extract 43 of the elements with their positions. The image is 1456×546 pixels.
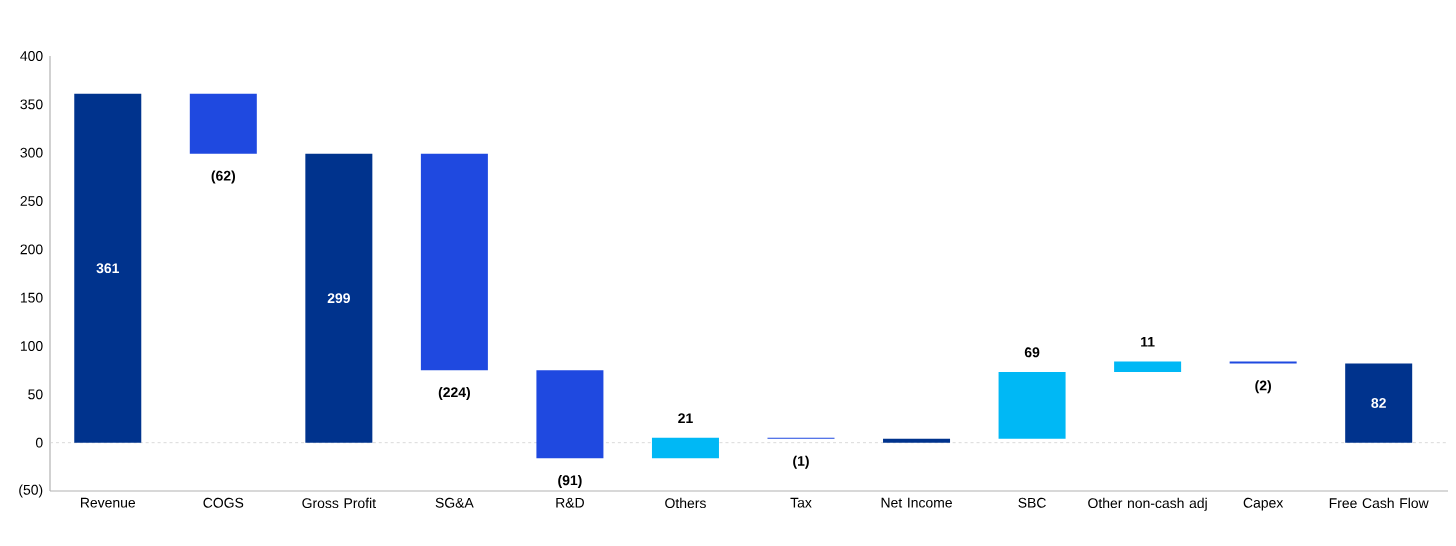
bar <box>189 93 257 154</box>
x-tick-label: Other non-cash adj <box>1088 497 1207 511</box>
data-label: (2) <box>1255 380 1271 394</box>
y-tick-label: 50 <box>28 389 43 400</box>
y-tick-label: 350 <box>20 99 43 110</box>
data-label: 361 <box>96 263 120 274</box>
x-tick-label: COGS <box>203 497 244 508</box>
bar <box>420 153 488 371</box>
x-tick-label: SBC <box>1018 497 1046 508</box>
data-label: 11 <box>1141 337 1155 347</box>
bar <box>536 370 604 459</box>
y-tick-label: 150 <box>20 292 43 303</box>
bar <box>883 438 951 443</box>
x-tick-label: Gross Profit <box>302 497 376 509</box>
data-label: 21 <box>678 413 693 423</box>
x-tick-label: Capex <box>1243 497 1284 511</box>
data-label: 299 <box>327 293 350 304</box>
bar <box>1114 361 1182 373</box>
data-label: (91) <box>558 474 582 488</box>
data-label: (224) <box>438 387 470 401</box>
x-tick-label: SG&A <box>435 497 474 508</box>
y-tick-label: 0 <box>35 437 43 448</box>
x-tick-label: R&D <box>556 497 584 508</box>
bar <box>651 437 719 459</box>
x-tick-label: Net Income <box>881 497 952 508</box>
y-tick-label: 300 <box>20 147 43 158</box>
y-tick-label: 400 <box>20 51 43 61</box>
y-tick-label: 250 <box>20 196 43 206</box>
bar <box>305 153 373 443</box>
x-tick-label: Revenue <box>80 497 136 508</box>
y-tick-label: 100 <box>20 341 43 351</box>
x-tick-label: Others <box>665 497 706 509</box>
x-tick-label: Free Cash Flow <box>1329 497 1429 509</box>
y-tick-label: (50) <box>19 484 43 498</box>
data-label: (62) <box>211 170 236 184</box>
bar <box>74 93 142 443</box>
y-tick-label: 200 <box>20 244 43 255</box>
x-tick-label: Tax <box>790 497 812 508</box>
data-label: 69 <box>1024 347 1040 358</box>
data-label: (1) <box>793 455 809 469</box>
bar <box>1345 363 1413 443</box>
data-label: 82 <box>1371 398 1386 408</box>
bar <box>998 372 1066 439</box>
